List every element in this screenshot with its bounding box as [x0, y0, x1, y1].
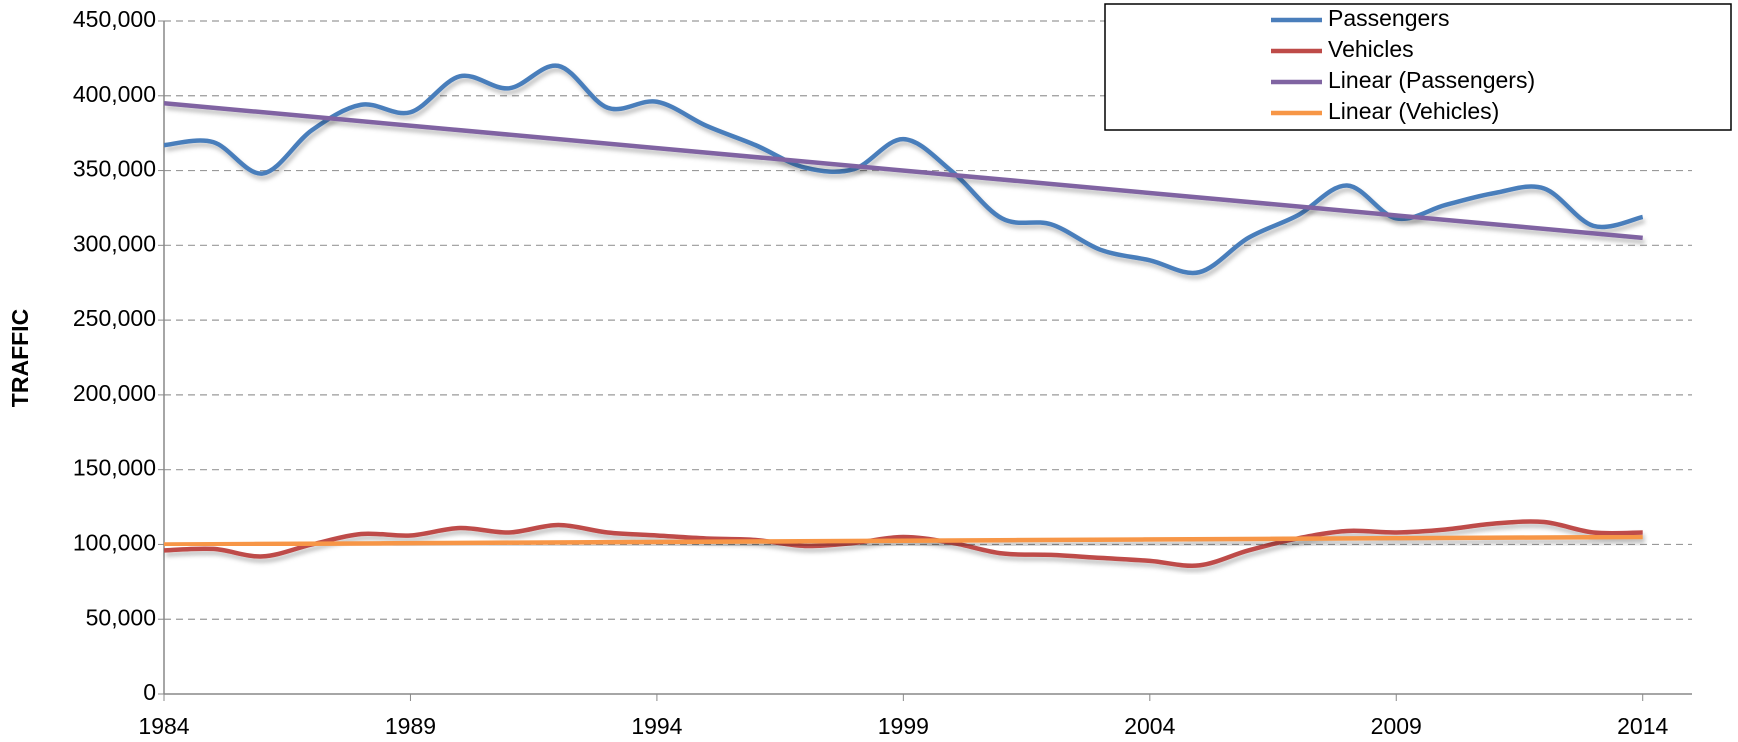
x-tick-label: 1989 — [385, 713, 436, 739]
y-tick-label: 450,000 — [73, 6, 156, 32]
x-tick-label: 1994 — [631, 713, 682, 739]
legend-label: Linear (Passengers) — [1328, 67, 1535, 93]
series-line — [163, 101, 1643, 241]
y-tick-label: 250,000 — [73, 305, 156, 331]
y-tick-label: 200,000 — [73, 380, 156, 406]
series-line — [163, 519, 1643, 568]
y-tick-label: 300,000 — [73, 230, 156, 256]
y-tick-label: 400,000 — [73, 81, 156, 107]
x-tick-label: 2004 — [1124, 713, 1175, 739]
y-tick-label: 100,000 — [73, 530, 156, 556]
legend-label: Linear (Vehicles) — [1328, 98, 1499, 124]
legend-box — [1104, 3, 1732, 131]
x-tick-label: 1984 — [138, 713, 189, 739]
x-tick-label: 2014 — [1617, 713, 1668, 739]
legend-label: Vehicles — [1328, 36, 1414, 62]
y-tick-label: 50,000 — [86, 604, 156, 630]
legend: Passengers Vehicles Linear (Passengers) Lin… — [1104, 3, 1732, 131]
y-tick-label: 150,000 — [73, 455, 156, 481]
legend-label: Passengers — [1328, 5, 1449, 31]
x-tick-label: 1999 — [878, 713, 929, 739]
x-tick-label: 2009 — [1371, 713, 1422, 739]
y-tick-label: 350,000 — [73, 156, 156, 182]
series-line — [163, 534, 1643, 547]
y-axis-title: TRAFFIC — [7, 309, 33, 407]
y-tick-label: 0 — [143, 679, 156, 705]
series-line — [163, 63, 1644, 276]
